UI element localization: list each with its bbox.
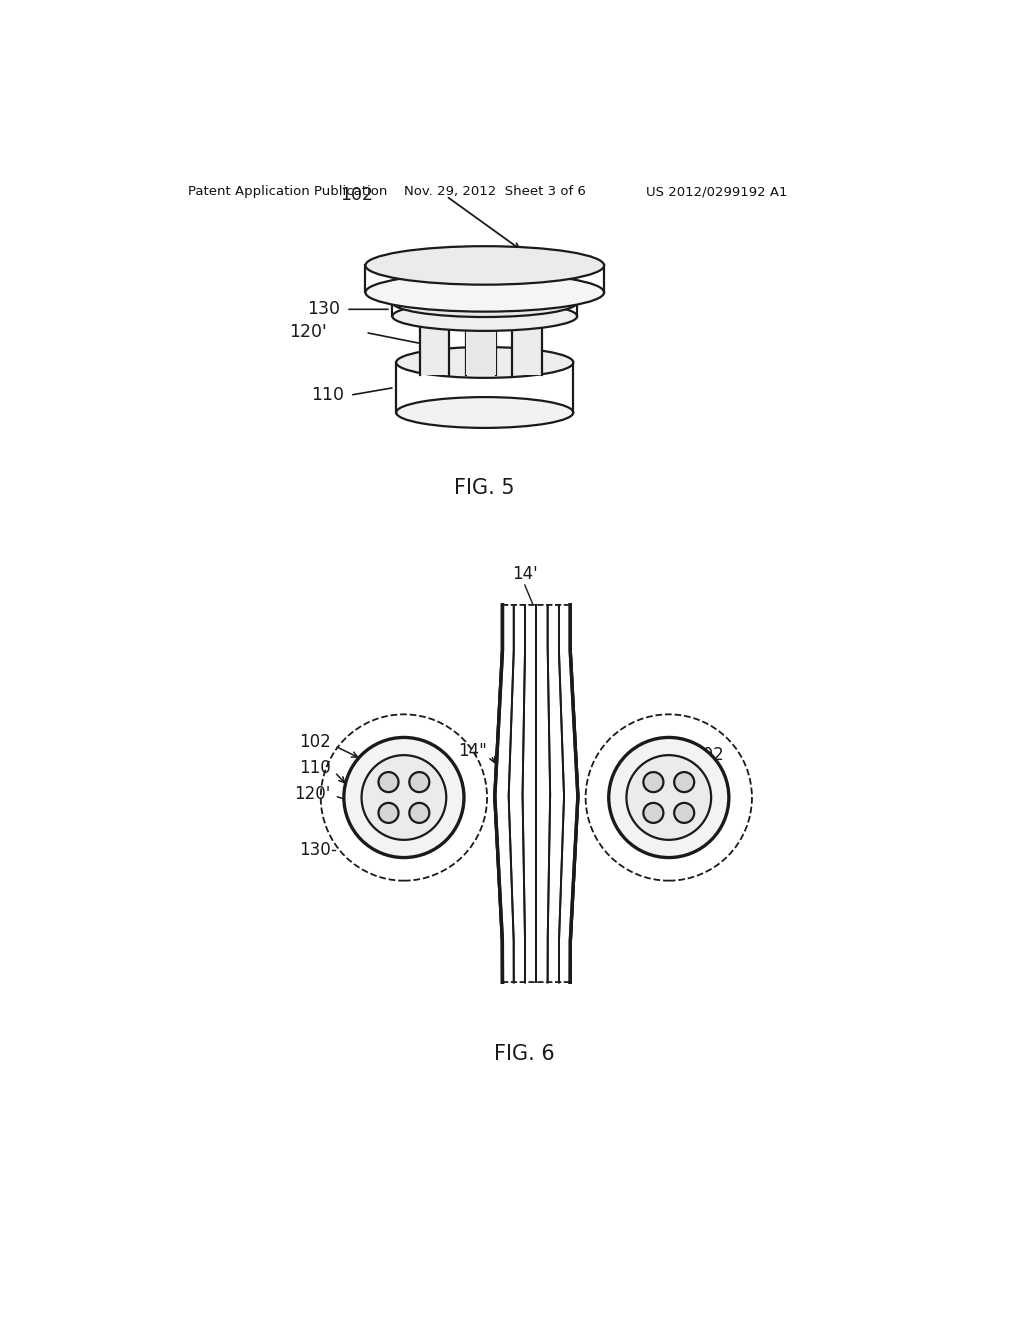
- Circle shape: [410, 772, 429, 792]
- Circle shape: [627, 755, 711, 840]
- Circle shape: [608, 738, 729, 858]
- Text: 14': 14': [512, 565, 538, 583]
- Ellipse shape: [366, 273, 604, 312]
- Ellipse shape: [466, 313, 496, 326]
- Text: 130: 130: [307, 301, 340, 318]
- Circle shape: [361, 755, 446, 840]
- Text: US 2012/0299192 A1: US 2012/0299192 A1: [646, 185, 787, 198]
- Ellipse shape: [366, 246, 604, 285]
- Ellipse shape: [392, 302, 578, 331]
- Bar: [420, 319, 450, 375]
- Circle shape: [643, 803, 664, 822]
- Circle shape: [344, 738, 464, 858]
- Circle shape: [643, 772, 664, 792]
- Polygon shape: [495, 605, 578, 982]
- Circle shape: [410, 803, 429, 822]
- Text: 102: 102: [340, 186, 373, 203]
- Text: FIG. 6: FIG. 6: [495, 1044, 555, 1064]
- Ellipse shape: [396, 347, 573, 378]
- Circle shape: [379, 772, 398, 792]
- Text: 110: 110: [311, 387, 344, 404]
- Ellipse shape: [420, 313, 450, 326]
- Text: Nov. 29, 2012  Sheet 3 of 6: Nov. 29, 2012 Sheet 3 of 6: [403, 185, 586, 198]
- Ellipse shape: [512, 313, 542, 326]
- Circle shape: [674, 772, 694, 792]
- Text: 102: 102: [692, 746, 724, 764]
- Circle shape: [379, 803, 398, 822]
- Bar: [466, 319, 496, 375]
- Text: 14": 14": [459, 742, 487, 760]
- Text: 120': 120': [289, 323, 327, 342]
- Text: 102: 102: [299, 733, 331, 751]
- Bar: [512, 319, 542, 375]
- Circle shape: [674, 803, 694, 822]
- Text: 120': 120': [294, 784, 331, 803]
- Text: 110: 110: [299, 759, 331, 777]
- Ellipse shape: [392, 288, 578, 317]
- Ellipse shape: [396, 397, 573, 428]
- Text: Patent Application Publication: Patent Application Publication: [188, 185, 388, 198]
- Text: FIG. 5: FIG. 5: [455, 478, 515, 498]
- Text: 130: 130: [299, 841, 331, 859]
